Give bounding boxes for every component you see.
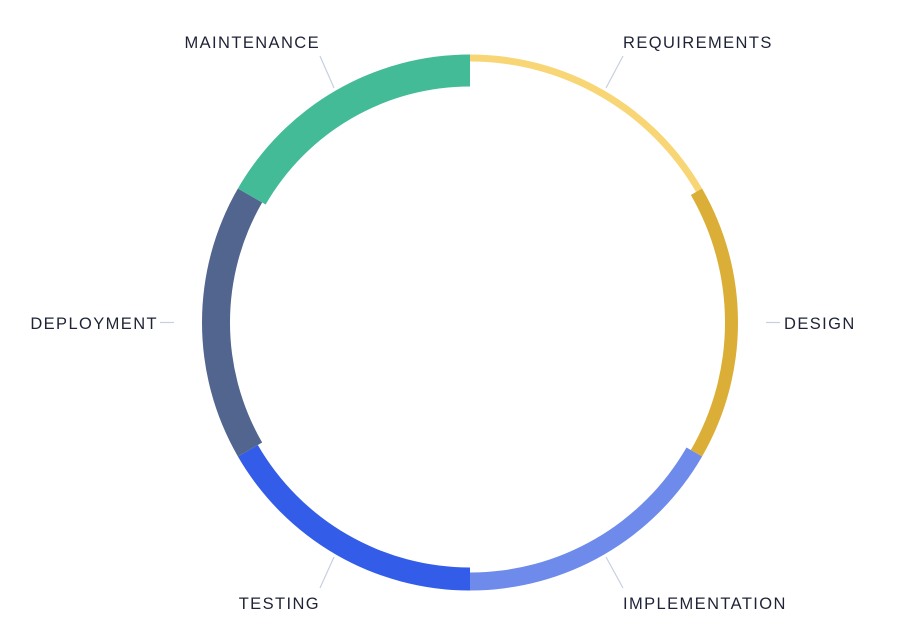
label-requirements: REQUIREMENTS [623,34,773,52]
leader-line-requirements [605,55,624,89]
label-maintenance: MAINTENANCE [185,34,321,52]
segment-deployment [202,188,263,457]
leader-line-implementation [605,556,624,589]
segment-maintenance [237,54,470,205]
segment-design [690,188,738,457]
label-testing: TESTING [239,595,320,613]
segment-implementation [470,447,703,591]
label-design: DESIGN [784,315,856,333]
segment-requirements [470,54,703,192]
label-deployment: DEPLOYMENT [30,315,158,333]
segment-testing [237,445,470,591]
leader-line-maintenance [319,55,335,89]
label-implementation: IMPLEMENTATION [623,595,787,613]
leader-line-testing [319,556,335,589]
